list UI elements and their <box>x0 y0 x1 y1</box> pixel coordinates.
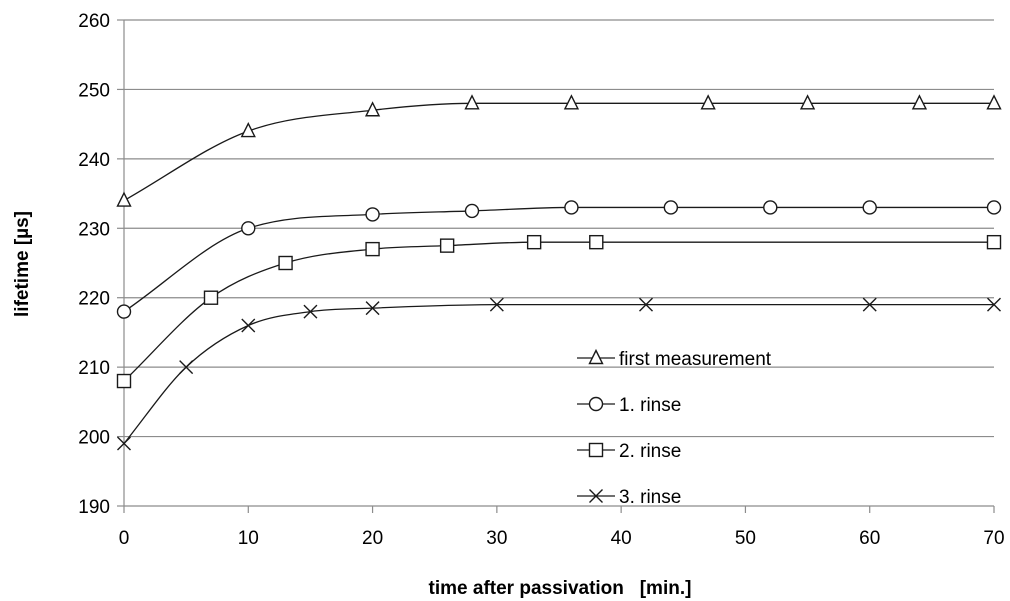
triangle-data-point <box>116 191 132 207</box>
legend-item-1: first measurement <box>577 348 772 370</box>
y-tick-label: 250 <box>78 80 110 101</box>
series-1 <box>116 94 1002 207</box>
grid-lines <box>124 19 994 438</box>
square-data-point <box>439 238 455 253</box>
square-data-point <box>986 234 1002 250</box>
triangle-data-point <box>799 94 816 110</box>
square-data-point <box>526 234 542 250</box>
x-axis-title: time after passivation [min.] <box>429 578 692 599</box>
circle-data-point <box>763 200 778 215</box>
legend-label: 3. rinse <box>619 487 681 508</box>
triangle-data-point <box>700 94 716 110</box>
series-line <box>123 206 994 313</box>
x-data-point <box>862 297 877 312</box>
legend-x-marker <box>589 489 603 503</box>
x-tick-label: 70 <box>983 528 1004 549</box>
x-data-point <box>987 297 1001 312</box>
series-line <box>123 241 994 382</box>
y-tick-label: 210 <box>78 358 110 379</box>
series-line <box>123 304 994 444</box>
x-tick-label: 50 <box>735 528 756 549</box>
legend: first measurement 1. rinse 2. rinse 3. rins… <box>577 348 772 508</box>
circle-data-point <box>365 207 380 222</box>
y-tick-label: 240 <box>78 150 110 171</box>
series-2 <box>116 200 1002 319</box>
x-tick-label: 20 <box>362 528 383 549</box>
x-data-point <box>639 297 653 312</box>
legend-item-4: 3. rinse <box>577 487 681 508</box>
axes <box>117 19 995 513</box>
data-series <box>116 94 1002 451</box>
y-tick-label: 200 <box>78 428 110 449</box>
circle-data-point <box>241 221 256 236</box>
circle-data-point <box>986 200 1002 215</box>
legend-triangle-marker <box>588 348 604 365</box>
square-data-point <box>365 241 380 257</box>
triangle-data-point <box>240 122 256 138</box>
triangle-data-point <box>911 94 928 110</box>
legend-label: 2. rinse <box>619 441 681 462</box>
circle-data-point <box>564 200 579 215</box>
triangle-data-point <box>563 94 580 110</box>
legend-label: 1. rinse <box>619 395 681 416</box>
square-data-point <box>278 255 293 271</box>
y-tick-label: 190 <box>78 497 110 518</box>
series-3 <box>116 234 1002 389</box>
x-tick-label: 0 <box>119 528 130 549</box>
x-tick-label: 30 <box>486 528 507 549</box>
series-line <box>123 102 994 202</box>
circle-data-point <box>862 200 877 215</box>
circle-data-point <box>116 304 132 319</box>
x-data-point <box>303 304 318 319</box>
y-axis-title: lifetime [µs] <box>12 211 33 317</box>
legend-circle-marker <box>588 396 604 412</box>
square-data-point <box>589 234 604 250</box>
legend-square-marker <box>588 442 604 458</box>
x-data-point <box>117 436 131 451</box>
square-data-point <box>203 290 219 305</box>
x-tick-label: 60 <box>859 528 880 549</box>
series-4 <box>117 297 1001 451</box>
square-data-point <box>116 373 132 389</box>
x-tick-label: 10 <box>238 528 259 549</box>
triangle-data-point <box>986 94 1002 110</box>
legend-item-3: 2. rinse <box>577 441 681 462</box>
legend-item-2: 1. rinse <box>577 395 681 416</box>
x-data-point <box>365 301 380 316</box>
circle-data-point <box>464 203 480 219</box>
y-tick-label: 260 <box>78 11 110 32</box>
y-tick-labels: 190 200 210 220 230 240 250 260 <box>78 11 110 518</box>
triangle-data-point <box>364 101 381 117</box>
legend-label: first measurement <box>619 349 772 370</box>
x-tick-labels: 0 10 20 30 40 50 60 70 <box>119 528 1005 549</box>
x-data-point <box>489 297 504 312</box>
y-tick-label: 220 <box>78 289 110 310</box>
x-tick-label: 40 <box>611 528 632 549</box>
circle-data-point <box>663 200 679 215</box>
x-data-point <box>241 318 256 333</box>
x-data-point <box>179 360 194 375</box>
triangle-data-point <box>464 94 480 110</box>
y-tick-label: 230 <box>78 219 110 240</box>
